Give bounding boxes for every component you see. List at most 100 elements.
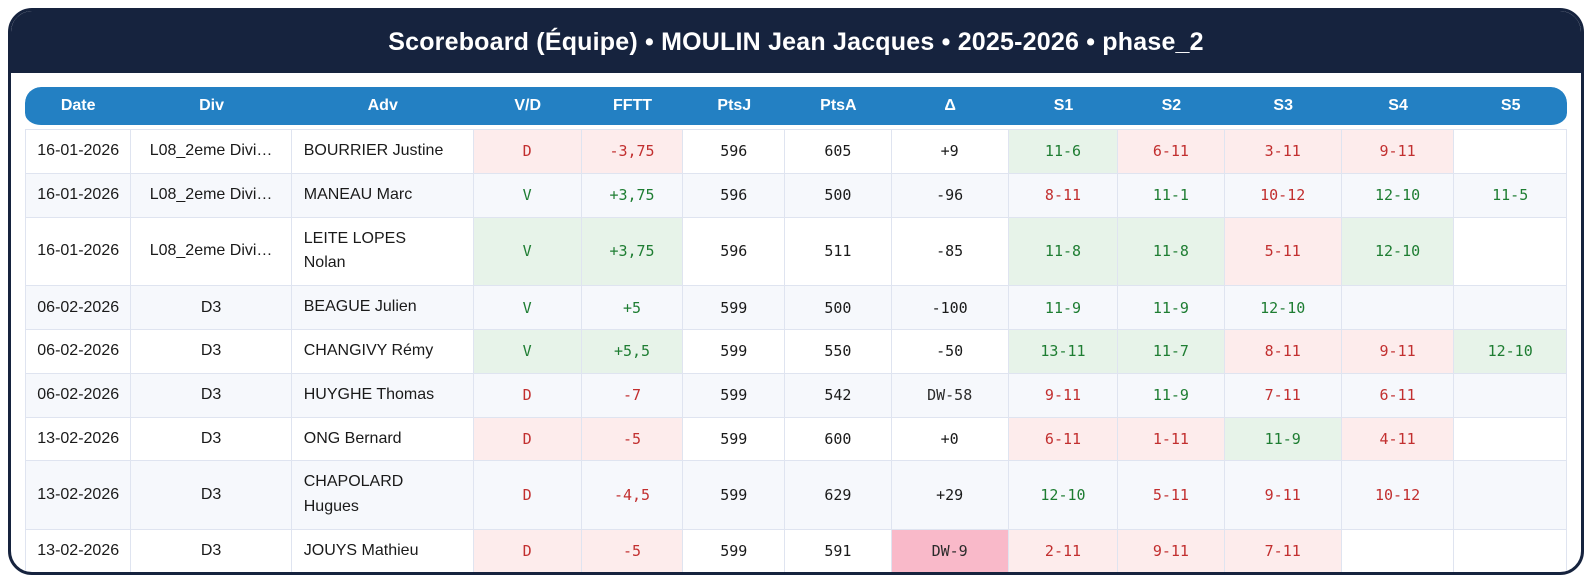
set-1-cell: 12-10 (1008, 461, 1119, 530)
column-header-fftt: FFTT (581, 87, 684, 129)
scoreboard-card: Scoreboard (Équipe) • MOULIN Jean Jacque… (8, 8, 1584, 575)
fftt-points-cell: +5,5 (581, 329, 684, 374)
fftt-points-cell: +5 (581, 286, 684, 330)
set-3-cell: 5-11 (1224, 217, 1342, 287)
set-5-cell (1454, 217, 1567, 287)
adversary-cell: BOURRIER Justine (291, 129, 474, 174)
ptsa-cell: 511 (785, 217, 892, 287)
column-header-v-d: V/D (473, 87, 582, 129)
adversary-cell: JOUYS Mathieu (292, 529, 474, 572)
set-5-cell (1454, 529, 1567, 572)
ptsa-cell: 500 (785, 286, 892, 330)
ptsj-cell: 599 (683, 417, 786, 462)
set-3-cell: 10-12 (1224, 173, 1342, 218)
division-cell: D3 (131, 329, 292, 374)
delta-cell: +0 (891, 417, 1009, 462)
column-header-s4: S4 (1341, 87, 1455, 129)
vd-cell: V (473, 217, 582, 287)
set-2-cell: 11-8 (1118, 217, 1225, 287)
set-1-cell: 11-6 (1008, 129, 1119, 174)
delta-cell: +9 (891, 129, 1009, 174)
ptsj-cell: 599 (683, 373, 786, 418)
table-row: 06-02-2026 D3 BEAGUE Julien V +5 599 500 -100 11… (25, 286, 1567, 330)
set-4-cell: 10-12 (1341, 461, 1455, 530)
vd-cell: D (473, 529, 582, 572)
set-1-cell: 6-11 (1008, 417, 1119, 462)
set-2-cell: 6-11 (1118, 129, 1225, 174)
ptsa-cell: 550 (785, 329, 892, 374)
fftt-points-cell: +3,75 (581, 217, 684, 287)
table-header-row: Date Div Adv V/D FFTT PtsJ PtsA Δ S1 S2 S3 S4 S5 (25, 87, 1567, 129)
title-bar: Scoreboard (Équipe) • MOULIN Jean Jacque… (11, 11, 1581, 73)
set-4-cell: 4-11 (1341, 417, 1455, 462)
set-1-cell: 11-9 (1008, 286, 1119, 330)
adversary-cell: CHANGIVY Rémy (291, 329, 474, 374)
set-1-cell: 13-11 (1008, 329, 1119, 374)
division-cell: D3 (131, 461, 292, 530)
fftt-points-cell: -7 (581, 373, 684, 418)
column-header-ptsj: PtsJ (683, 87, 786, 129)
date-cell: 16-01-2026 (25, 173, 132, 218)
ptsa-cell: 605 (785, 129, 892, 174)
set-5-cell (1454, 373, 1567, 418)
set-3-cell: 3-11 (1224, 129, 1342, 174)
vd-cell: V (473, 286, 582, 330)
date-cell: 13-02-2026 (25, 417, 132, 462)
set-3-cell: 7-11 (1224, 529, 1342, 572)
page-title: Scoreboard (Équipe) • MOULIN Jean Jacque… (388, 27, 1204, 56)
division-cell: D3 (131, 373, 292, 418)
set-2-cell: 5-11 (1118, 461, 1225, 530)
table-container: Date Div Adv V/D FFTT PtsJ PtsA Δ S1 S2 S3 S4 S5 16-… (11, 73, 1581, 572)
ptsa-cell: 591 (785, 529, 892, 572)
column-header-div: Div (131, 87, 292, 129)
ptsj-cell: 596 (683, 129, 786, 174)
fftt-points-cell: +3,75 (581, 173, 684, 218)
vd-cell: D (473, 373, 582, 418)
date-cell: 06-02-2026 (25, 286, 132, 330)
table-row: 16-01-2026 L08_2eme Divi… LEITE LOPES Nola… (25, 217, 1567, 287)
set-2-cell: 11-7 (1118, 329, 1225, 374)
fftt-points-cell: -5 (581, 417, 684, 462)
division-cell: L08_2eme Divi… (131, 129, 292, 174)
table-row: 13-02-2026 D3 CHAPOLARD Hugues D -4,5 599 629 +… (25, 461, 1567, 530)
table-row: 06-02-2026 D3 CHANGIVY Rémy V +5,5 599 550 -50 1… (25, 329, 1567, 374)
set-4-cell: 12-10 (1341, 173, 1455, 218)
division-cell: L08_2eme Divi… (131, 173, 292, 218)
ptsa-cell: 500 (785, 173, 892, 218)
ptsa-cell: 629 (785, 461, 892, 530)
ptsj-cell: 596 (683, 173, 786, 218)
table-body: 16-01-2026 L08_2eme Divi… BOURRIER Justine… (25, 129, 1567, 572)
ptsa-cell: 542 (785, 373, 892, 418)
set-5-cell (1454, 129, 1567, 174)
column-header-s1: S1 (1008, 87, 1119, 129)
set-2-cell: 1-11 (1118, 417, 1225, 462)
set-3-cell: 12-10 (1224, 286, 1342, 330)
date-cell: 13-02-2026 (25, 529, 132, 572)
vd-cell: D (473, 461, 582, 530)
table-row: 16-01-2026 L08_2eme Divi… MANEAU Marc V +3,7… (25, 173, 1567, 218)
set-2-cell: 11-9 (1118, 286, 1225, 330)
date-cell: 06-02-2026 (25, 329, 132, 374)
set-4-cell (1341, 286, 1455, 330)
set-5-cell (1454, 286, 1567, 330)
set-3-cell: 8-11 (1224, 329, 1342, 374)
set-5-cell (1454, 461, 1567, 530)
delta-cell: DW-58 (891, 373, 1009, 418)
vd-cell: D (473, 417, 582, 462)
division-cell: L08_2eme Divi… (131, 217, 292, 287)
date-cell: 16-01-2026 (25, 129, 132, 174)
column-header--: Δ (891, 87, 1009, 129)
vd-cell: V (473, 173, 582, 218)
set-2-cell: 9-11 (1118, 529, 1225, 572)
delta-cell: -50 (891, 329, 1009, 374)
set-1-cell: 8-11 (1008, 173, 1119, 218)
set-1-cell: 2-11 (1008, 529, 1119, 572)
date-cell: 16-01-2026 (25, 217, 132, 287)
ptsj-cell: 599 (683, 329, 786, 374)
table-row: 13-02-2026 D3 JOUYS Mathieu D -5 599 591 DW-9 2-… (25, 529, 1567, 572)
set-2-cell: 11-1 (1118, 173, 1225, 218)
fftt-points-cell: -5 (581, 529, 684, 572)
delta-cell: -96 (891, 173, 1009, 218)
ptsj-cell: 599 (683, 529, 786, 572)
table-row: 06-02-2026 D3 HUYGHE Thomas D -7 599 542 DW-58 9… (25, 373, 1567, 418)
